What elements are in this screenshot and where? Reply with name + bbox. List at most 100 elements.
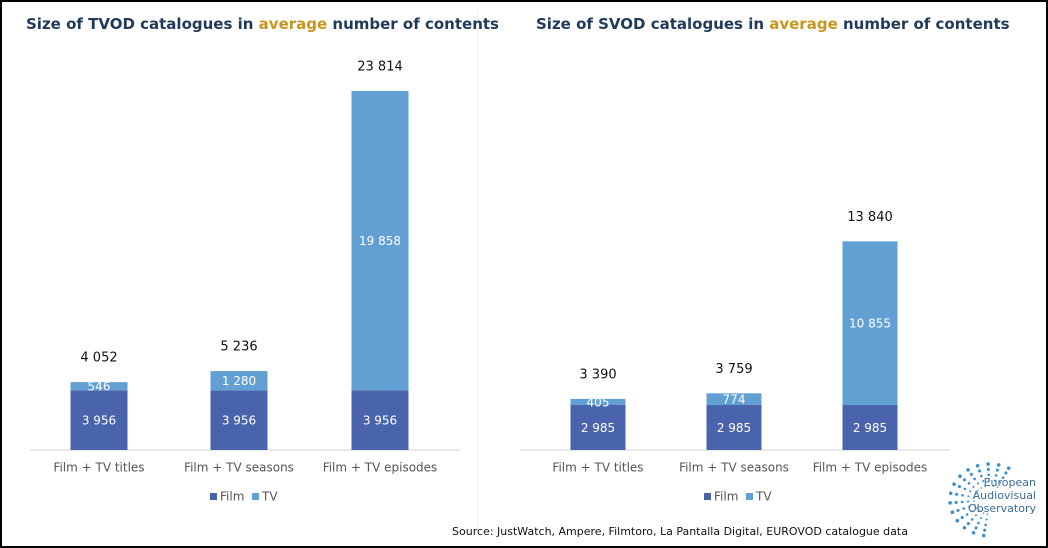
bar-segment [70,390,128,450]
logo-dot [960,516,964,520]
logo-dot [957,484,962,489]
logo-dot [973,496,976,499]
logo-dot [999,481,1002,484]
logo-dot [992,485,995,487]
logo-dot [979,510,981,512]
logo-dot [974,492,977,495]
bar-segment [570,398,626,405]
total-label: 13 840 [847,210,893,225]
logo-dot [987,479,991,482]
x-tick-label: Film + TV episodes [813,461,928,475]
logo-dot [996,486,999,489]
logo-dot [983,528,987,532]
logo-dot [963,487,967,491]
logo-dot [985,518,988,521]
logo-dot [1006,466,1011,470]
logo-text: Observatory [968,502,1036,515]
legend-label: Film [714,490,738,504]
logo-dot [973,500,975,502]
bar-segment [70,382,128,391]
logo-dot [984,523,987,527]
logo-dot [980,487,983,489]
logo-dot [961,493,964,497]
logo-dot [975,463,980,468]
title-part: Size of SVOD catalogues in [536,15,769,33]
value-label: 3 956 [222,414,256,428]
logo-dot [970,510,974,513]
x-tick-label: Film + TV titles [552,461,643,475]
bar-segment [351,390,409,450]
logo-dot [977,469,982,473]
bar-segment [706,404,762,450]
logo-dot [970,518,974,521]
logo-dot [960,500,964,504]
logo-dot [981,533,986,538]
logo-dot [994,474,998,477]
logo-dot [993,479,996,482]
logo-text: European [984,476,1036,489]
logo-dot [996,463,1001,467]
value-label: 2 985 [853,421,887,435]
bar-segment [210,371,268,391]
logo-dot [966,468,970,472]
legend-swatch [210,493,217,500]
logo-dot [948,501,952,505]
legend-label: TV [261,490,278,504]
logo-dot [971,531,976,535]
logo-dot [967,500,970,503]
title-part: number of contents [838,15,1010,33]
x-tick-label: Film + TV seasons [184,461,294,475]
logo-dot [948,491,953,496]
logo-dot [955,518,960,523]
chart-title: Size of SVOD catalogues in average numbe… [536,15,1010,33]
logo-dot [956,508,960,512]
source: Source: JustWatch, Ampere, Filmtoro, La … [452,525,908,538]
logo-dot [976,482,979,485]
x-tick-label: Film + TV episodes [323,461,438,475]
logo-dot [974,504,976,506]
logo-dot [954,500,958,504]
logo-dot [1004,471,1008,475]
legend-swatch [746,493,753,500]
legend-label: Film [220,490,244,504]
value-label: 2 985 [717,421,751,435]
logo-dot [950,510,955,514]
logo-dot [966,522,970,526]
logo-dot [982,512,985,514]
logo-dot [1001,476,1005,480]
total-label: 5 236 [220,340,257,355]
value-label: 2 985 [581,421,615,435]
logo-dot [968,505,971,508]
value-label: 3 956 [363,414,397,428]
title-part: Size of TVOD catalogues in [26,15,259,33]
logo-dot [958,474,962,478]
logo-dot [976,507,978,510]
bar-segment [570,404,626,450]
logo-dot [986,462,990,466]
total-label: 3 759 [715,362,752,377]
logo-dot [974,526,978,530]
logo-dot [977,521,980,525]
x-tick-label: Film + TV titles [53,461,144,475]
logo-dot [995,468,999,472]
title-part: number of contents [327,15,499,33]
value-label: 19 858 [359,234,401,248]
logo-dot [965,513,969,516]
logo-dot [962,478,967,482]
logo-dot [977,489,979,492]
logo-dot [986,513,989,516]
logo-dot [952,482,956,486]
total-label: 23 814 [357,59,403,74]
value-label: 774 [723,393,746,407]
bar-segment [351,90,409,391]
logo-dot [969,490,972,493]
logo-dot [962,507,965,510]
logo-dot [986,467,990,471]
total-label: 3 390 [579,367,616,382]
logo-dot [974,514,978,517]
bar-segment [842,404,898,450]
logo-dot [973,477,976,481]
total-label: 4 052 [80,351,117,366]
